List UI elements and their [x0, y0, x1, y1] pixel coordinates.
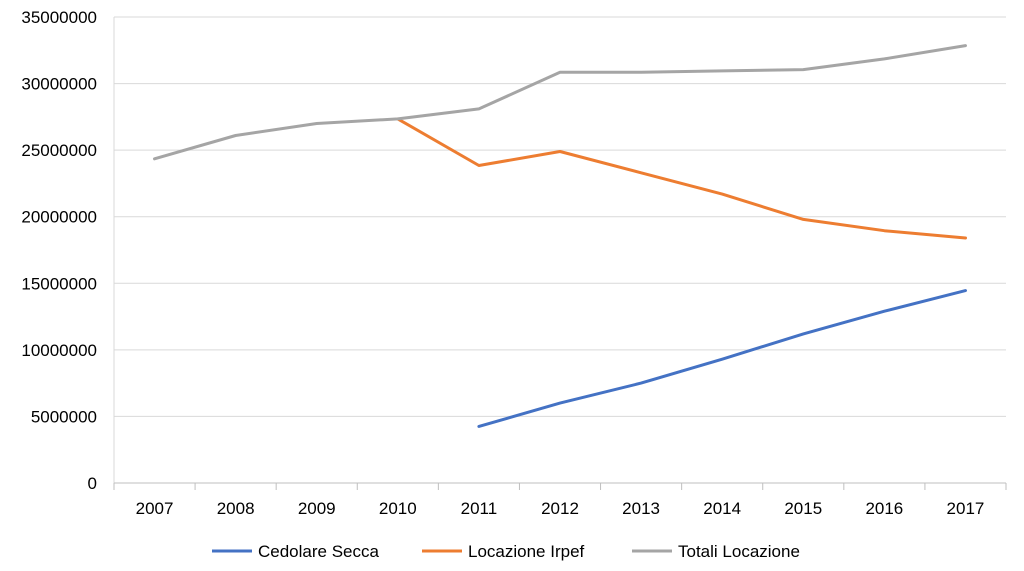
x-tick-label: 2008 — [217, 499, 255, 518]
y-tick-label: 10000000 — [21, 341, 97, 360]
legend: Cedolare Secca Locazione Irpef Totali Loca… — [212, 542, 800, 561]
y-tick-label: 30000000 — [21, 75, 97, 94]
x-tick-label: 2014 — [703, 499, 741, 518]
x-tick-label: 2012 — [541, 499, 579, 518]
x-tick-label: 2007 — [136, 499, 174, 518]
series-line-2 — [396, 117, 967, 240]
y-tick-label: 15000000 — [21, 274, 97, 293]
x-tick-label: 2015 — [784, 499, 822, 518]
y-tick-label: 25000000 — [21, 141, 97, 160]
y-tick-label: 20000000 — [21, 208, 97, 227]
x-tick-label: 2017 — [947, 499, 985, 518]
legend-label: Locazione Irpef — [468, 542, 585, 561]
axes: 0 5000000 10000000 15000000 20000000 25000000… — [21, 8, 1007, 518]
x-tick-label: 2010 — [379, 499, 417, 518]
y-tick-label: 35000000 — [21, 8, 97, 27]
series-lines — [153, 44, 967, 428]
x-tick-label: 2013 — [622, 499, 660, 518]
series-line-1 — [477, 289, 967, 428]
y-tick-label: 0 — [88, 474, 97, 493]
x-tick-label: 2016 — [865, 499, 903, 518]
legend-label: Totali Locazione — [678, 542, 800, 561]
y-tick-label: 5000000 — [31, 407, 97, 426]
x-tick-label: 2009 — [298, 499, 336, 518]
x-tick-label: 2011 — [461, 499, 498, 518]
gridlines — [114, 16, 1006, 417]
legend-label: Cedolare Secca — [258, 542, 380, 561]
series-line-3 — [153, 44, 967, 161]
